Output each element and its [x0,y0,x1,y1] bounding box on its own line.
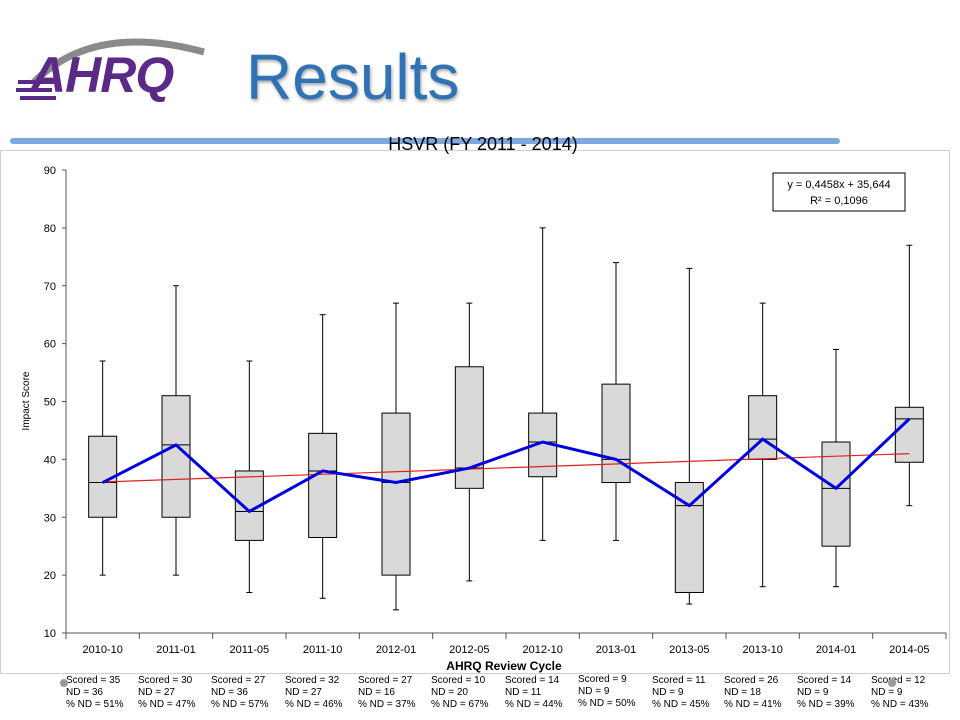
footnote-nd: ND = 36 [66,687,103,698]
footnote-pct: % ND = 41% [724,699,782,710]
footnote-scored: Scored = 26 [724,675,779,686]
cycle-footnote: Scored = 27 ND = 16% ND = 37% [358,675,416,711]
footnote-nd: ND = 9 [871,687,903,698]
footnote-pct: % ND = 43% [871,699,929,710]
footnote-pct: % ND = 47% [138,699,196,710]
logo-arc [16,38,205,100]
box-iqr [821,441,851,547]
y-tick-label: 10 [44,628,56,640]
x-tick-label: 2011-05 [230,644,270,656]
cycle-footnote: Scored = 14 ND = 9% ND = 39% [797,675,855,711]
cycle-footnote: Scored = 12 ND = 9% ND = 43% [871,675,929,711]
footnote-nd: ND = 9 [578,686,610,697]
y-tick-label: 20 [44,570,56,582]
x-tick-label: 2013-05 [669,644,709,656]
chart-axes: 10 20 30 40 50 60 70 80 90 2010-10 2011-01 2011-05 2… [44,165,947,656]
trend-r2: R² = 0,1096 [810,195,868,207]
footnote-pct: % ND = 67% [431,699,489,710]
y-tick-label: 60 [44,339,56,351]
cycle-footnote: Scored = 30 ND = 27% ND = 47% [138,675,196,711]
footnote-pct: % ND = 57% [211,699,269,710]
cycle-footnote: Scored = 10 ND = 20% ND = 67% [431,675,489,711]
y-tick-label: 70 [44,281,56,293]
x-tick-label: 2013-01 [596,644,636,656]
y-axis-label: Impact Score [21,371,32,430]
title-underline [10,138,840,144]
footnote-scored: Scored = 30 [138,675,193,686]
footnote-scored: Scored = 32 [285,675,340,686]
x-tick-label: 2012-05 [449,644,489,656]
footnote-pct: % ND = 50% [578,698,636,709]
trend-line [102,453,910,483]
x-axis-label: AHRQ Review Cycle [446,659,562,673]
footnote-pct: % ND = 44% [505,699,563,710]
footnote-nd: ND = 11 [505,687,542,698]
legend-box [772,172,906,212]
cycle-footnote: Scored = 14 ND = 11% ND = 44% [505,675,563,711]
footnote-pct: % ND = 51% [66,699,124,710]
footnote-scored: Scored = 14 [505,675,560,686]
footnote-nd: ND = 36 [211,687,248,698]
ahrq-logo: AHRQ [14,22,214,103]
y-tick-label: 90 [44,165,56,177]
chart-frame: HSVR (FY 2011 - 2014) 10 20 30 40 50 60 70 80 90… [0,134,950,674]
x-tick-label: 2011-10 [303,644,343,656]
box-iqr [381,412,411,576]
box-iqr [894,406,924,463]
x-tick-label: 2012-01 [376,644,416,656]
cycle-footnote: Scored = 35 ND = 36% ND = 51% [66,675,124,711]
x-tick-label: 2012-10 [522,644,562,656]
footnote-scored: Scored = 12 [871,675,926,686]
chart-title: HSVR (FY 2011 - 2014) [388,134,577,154]
x-tick-label: 2014-01 [816,644,856,656]
y-tick-label: 50 [44,397,56,409]
footnote-pct: % ND = 39% [797,699,855,710]
footnote-scored: Scored = 10 [431,675,486,686]
x-tick-label: 2011-01 [156,644,196,656]
x-tick-label: 2014-05 [889,644,929,656]
footnote-nd: ND = 20 [431,687,468,698]
footnote-scored: Scored = 14 [797,675,852,686]
footnote-pct: % ND = 45% [652,699,710,710]
logo-text: AHRQ [30,47,174,103]
footnote-pct: % ND = 37% [358,699,416,710]
cycle-footnote: Scored = 11 ND = 9% ND = 45% [652,675,710,711]
boxplot-chart: HSVR (FY 2011 - 2014) 10 20 30 40 50 60 70 80 90… [21,134,947,673]
y-tick-label: 40 [44,454,56,466]
box-iqr [601,383,631,484]
footnote-scored: Scored = 35 [66,675,121,686]
trend-legend: y = 0,4458x + 35,644 R² = 0,1096 [772,172,906,212]
cycle-footnote: Scored = 27 ND = 36% ND = 57% [211,675,269,711]
box-iqr [161,395,191,518]
footnote-scored: Scored = 11 [652,675,706,686]
footnote-scored: Scored = 27 [358,675,413,686]
chart-boxes [88,227,924,611]
footnote-nd: ND = 9 [797,687,829,698]
median-line [101,417,911,514]
footnote-pct: % ND = 46% [285,699,343,710]
page-title: Results [246,41,460,113]
x-tick-label: 2013-10 [742,644,782,656]
bullet-right [888,679,896,687]
footnote-nd: ND = 16 [358,687,395,698]
footnote-scored: Scored = 27 [211,675,266,686]
cycle-footnote: Scored = 26 ND = 18% ND = 41% [724,675,782,711]
footnote-nd: ND = 9 [652,687,684,698]
x-tick-label: 2010-10 [82,644,122,656]
footnote-nd: ND = 27 [138,687,175,698]
footnote-nd: ND = 18 [724,687,761,698]
footnote-scored: Scored = 9 [578,674,627,685]
bullet-left [60,679,68,687]
footnote-nd: ND = 27 [285,687,322,698]
cycle-footnote: Scored = 32 ND = 27% ND = 46% [285,675,343,711]
y-tick-label: 30 [44,512,56,524]
trend-equation: y = 0,4458x + 35,644 [787,179,890,191]
y-tick-label: 80 [44,223,56,235]
box-iqr [308,432,338,539]
cycle-footnote: Scored = 9 ND = 9% ND = 50% [578,674,636,710]
